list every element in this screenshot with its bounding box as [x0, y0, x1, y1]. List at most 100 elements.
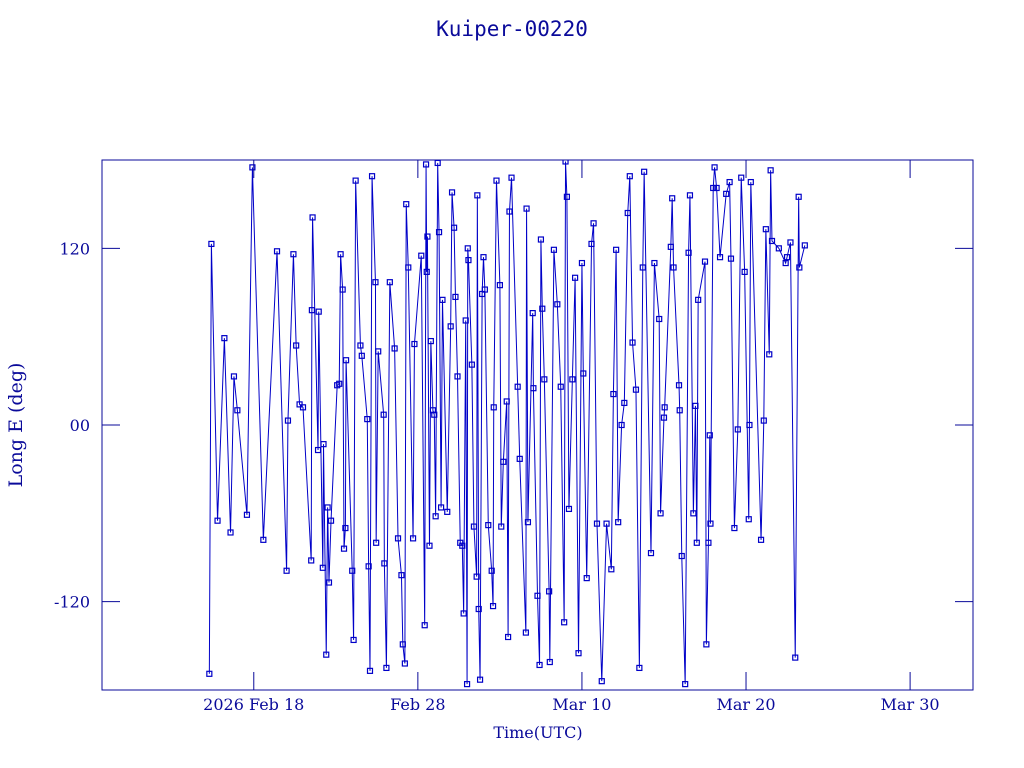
y-tick-label: 120: [59, 239, 90, 258]
data-point: [787, 239, 794, 246]
x-tick-label: Mar 20: [717, 695, 776, 714]
data-point: [669, 195, 676, 202]
data-point: [450, 224, 458, 231]
data-point: [711, 164, 718, 171]
data-point: [723, 190, 730, 197]
data-point: [284, 417, 292, 424]
data-point: [546, 658, 553, 666]
x-axis-label: Time(UTC): [493, 723, 582, 742]
data-point: [613, 246, 620, 253]
data-point: [569, 376, 576, 383]
data-point: [399, 641, 406, 648]
data-point: [342, 357, 350, 364]
data-point: [368, 173, 376, 180]
data-point: [426, 542, 433, 549]
data-point: [731, 524, 738, 532]
data-point: [801, 242, 808, 249]
x-tick-label: Feb 28: [390, 695, 445, 714]
data-point: [358, 352, 365, 359]
data-point: [386, 279, 393, 286]
data-point: [529, 310, 536, 317]
data-point: [364, 416, 371, 423]
x-tick-label: 2026 Feb 18: [203, 695, 304, 714]
data-point: [424, 233, 431, 240]
data-point: [308, 557, 315, 564]
data-point: [496, 282, 503, 289]
data-point: [775, 245, 782, 252]
data-point: [448, 189, 456, 196]
data-point: [337, 251, 344, 258]
data-point: [422, 161, 430, 168]
data-point: [339, 286, 346, 293]
data-point: [618, 421, 625, 429]
data-point: [562, 160, 569, 165]
data-point: [641, 168, 648, 175]
data-point: [314, 446, 322, 454]
data-point: [782, 259, 789, 267]
data-point: [523, 205, 530, 212]
data-point: [352, 177, 359, 184]
data-point: [716, 254, 724, 261]
data-point: [588, 240, 595, 248]
data-point: [505, 633, 512, 641]
data-point: [319, 564, 326, 571]
data-point: [713, 184, 720, 192]
data-point: [747, 178, 754, 186]
data-point: [516, 455, 523, 462]
data-point: [401, 660, 408, 667]
data-point: [403, 201, 410, 208]
data-point: [796, 264, 803, 271]
data-point: [636, 664, 643, 672]
data-point: [703, 641, 710, 648]
data-point: [685, 249, 692, 256]
data-point: [470, 523, 478, 530]
data-point: [706, 432, 713, 439]
data-point: [678, 552, 685, 560]
data-point: [710, 184, 717, 192]
data-point: [488, 567, 495, 574]
data-point: [447, 323, 454, 330]
data-point: [624, 209, 631, 217]
data-point: [541, 376, 548, 383]
data-point: [554, 301, 561, 308]
data-point: [460, 610, 467, 617]
data-point: [468, 361, 475, 368]
data-point: [325, 579, 333, 586]
data-point: [692, 402, 699, 409]
data-point: [206, 670, 213, 677]
data-point: [465, 257, 472, 264]
data-point: [394, 535, 402, 542]
data-point: [485, 522, 492, 529]
data-point: [342, 524, 349, 532]
data-point: [647, 549, 655, 557]
data-point: [452, 293, 459, 301]
data-point: [707, 520, 714, 527]
data-point: [309, 214, 316, 221]
data-point: [676, 407, 683, 414]
data-point: [745, 516, 752, 523]
data-point: [490, 404, 497, 411]
data-point: [464, 245, 471, 252]
data-point: [438, 504, 445, 511]
data-point: [434, 160, 441, 167]
data-point: [546, 588, 553, 595]
data-point: [522, 629, 529, 636]
data-point: [234, 407, 241, 414]
data-point: [506, 208, 513, 215]
data-point: [489, 602, 497, 610]
data-point: [372, 279, 379, 286]
data-point: [336, 380, 343, 387]
chart-title: Kuiper-00220: [436, 17, 588, 41]
data-point: [324, 504, 331, 511]
data-point: [639, 264, 646, 271]
data-point: [693, 539, 700, 546]
data-point: [762, 226, 769, 233]
data-point: [660, 414, 668, 421]
data-point: [741, 268, 748, 275]
data-point: [734, 426, 741, 433]
data-point: [705, 539, 712, 546]
data-point: [537, 236, 545, 243]
data-point: [578, 259, 586, 267]
data-point: [431, 411, 438, 418]
data-point: [539, 305, 546, 312]
